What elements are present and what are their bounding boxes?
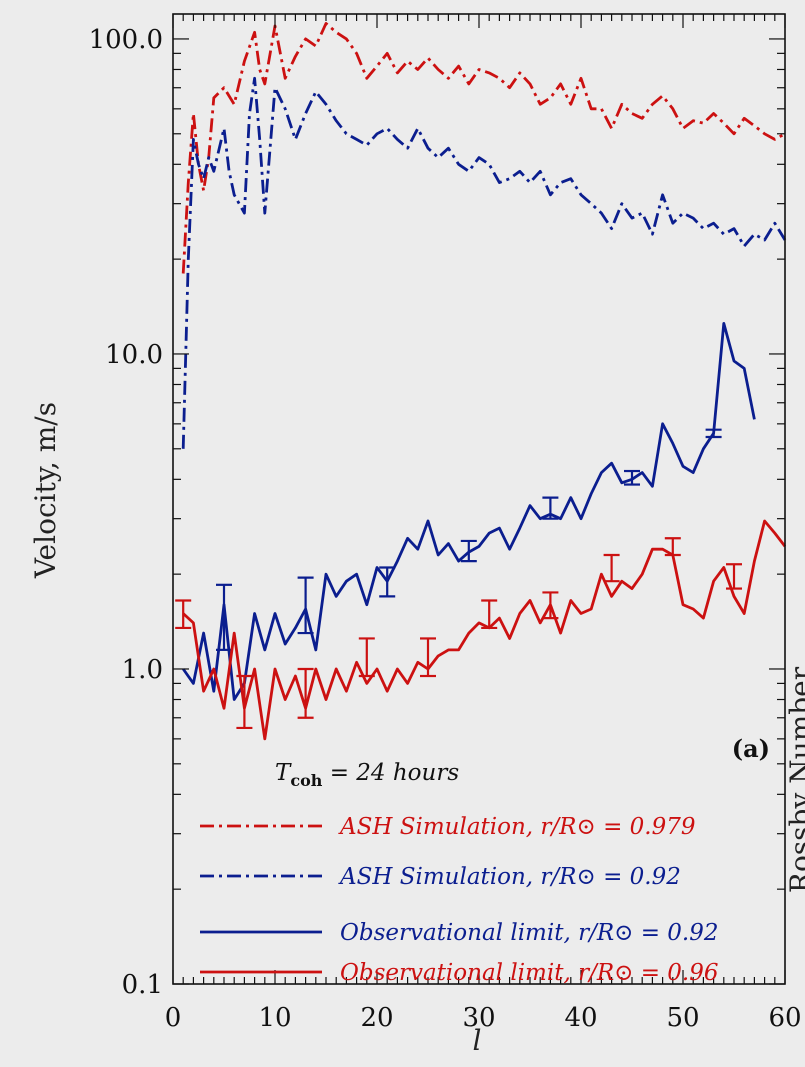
error-bar [460,539,477,563]
series-3 [182,321,756,701]
series-line [181,76,787,449]
error-bar [664,537,681,557]
series-4 [175,519,787,741]
series-line [182,321,756,701]
x-tick-label: 50 [666,1003,699,1033]
error-bar [236,674,253,730]
legend-label-4: Observational limit, r/R⊙ = 0.96 [340,960,719,986]
x-tick-label: 0 [165,1003,182,1033]
x-tick-label: 20 [360,1003,393,1033]
error-bar [624,469,640,486]
legend-label-1: ASH Simulation, r/R⊙ = 0.979 [338,814,696,840]
x-axis-title: l [473,1024,482,1057]
series-line [182,519,787,741]
y-tick-label: 100.0 [89,25,163,55]
error-bar [297,667,314,719]
y-tick-label: 0.1 [122,970,163,1000]
series-1 [181,21,786,274]
legend-title: Tcoh = 24 hours [275,760,459,790]
x-tick-label: 60 [768,1003,801,1033]
y-axis-title: Velocity, m/s [29,402,62,579]
error-bar [726,563,742,590]
legend: Tcoh = 24 hours ASH Simulation, r/R⊙ = 0.… [200,760,719,986]
legend-label-3: Observational limit, r/R⊙ = 0.92 [340,920,719,946]
error-bar [542,591,559,620]
error-bar [603,553,620,583]
x-tick-label: 10 [258,1003,291,1033]
error-bar [542,496,559,520]
y-tick-label: 10.0 [105,340,163,370]
error-bar [358,637,375,678]
x-tick-label: 40 [564,1003,597,1033]
error-bar [175,599,192,630]
error-bar [216,583,232,651]
series-2 [181,76,787,449]
y-tick-label: 1.0 [122,655,163,685]
error-bar [481,599,498,630]
series-line [181,21,786,274]
x-tick-label: 30 [462,1003,495,1033]
series-layer [175,21,787,741]
error-bar [420,637,436,678]
right-axis-title: Rossby Number [784,666,805,893]
error-bar [297,576,314,635]
error-bar [705,428,722,439]
legend-label-2: ASH Simulation, r/R⊙ = 0.92 [338,864,681,890]
error-bar [379,566,396,598]
panel-label: (a) [732,734,770,763]
